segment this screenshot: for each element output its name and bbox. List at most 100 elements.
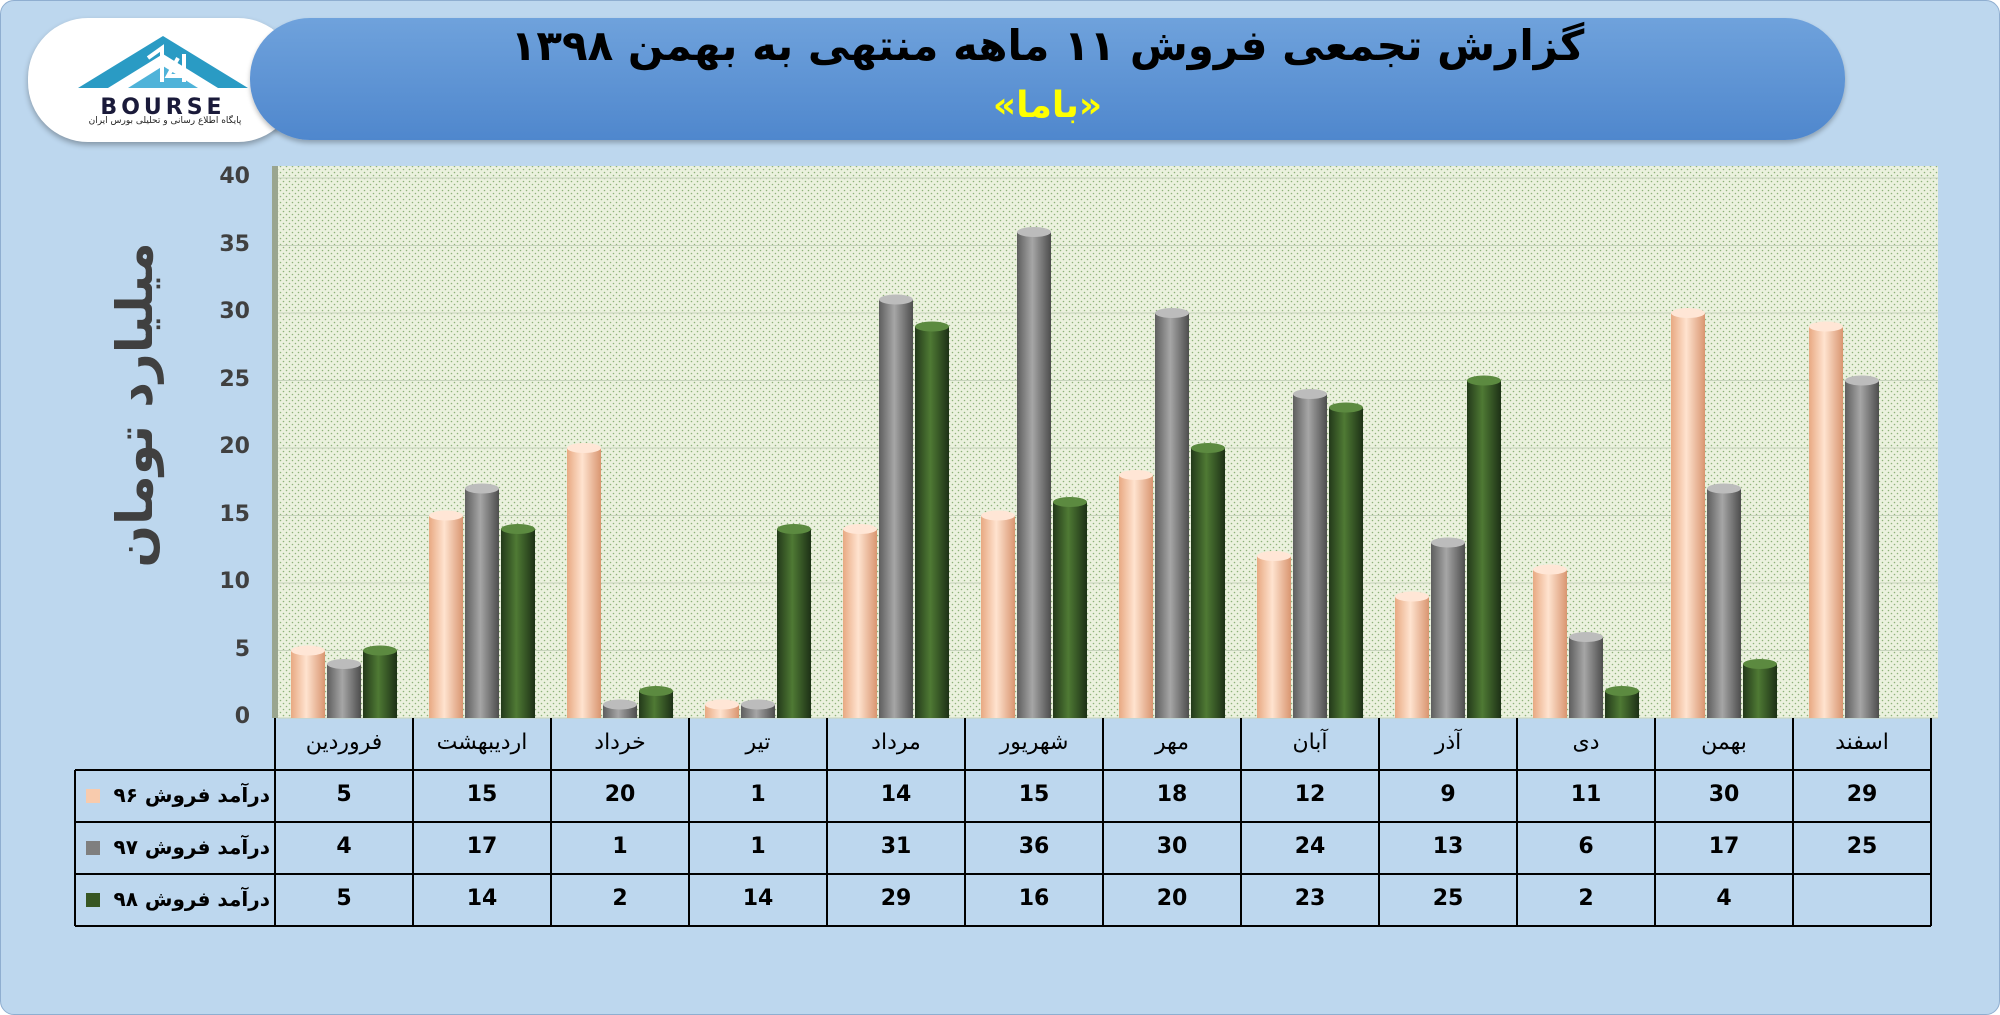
bar-97-2 bbox=[465, 488, 499, 718]
data-cell: 17 bbox=[466, 834, 498, 859]
bar-97-1 bbox=[327, 664, 361, 718]
bar-cap bbox=[501, 524, 535, 534]
bar-98-5 bbox=[915, 326, 949, 718]
data-cell: 2 bbox=[1578, 886, 1594, 911]
data-cell: 31 bbox=[880, 834, 912, 859]
bar-96-5 bbox=[843, 529, 877, 718]
data-cell: 1 bbox=[612, 834, 628, 859]
y-tick-label: 15 bbox=[219, 501, 250, 527]
data-cell: 29 bbox=[1846, 782, 1878, 807]
title-banner bbox=[250, 18, 1845, 140]
bar-98-6 bbox=[1053, 502, 1087, 718]
bar-97-6 bbox=[1017, 232, 1051, 718]
data-cell: 15 bbox=[466, 782, 498, 807]
bar-cap bbox=[465, 483, 499, 494]
bar-96-10 bbox=[1533, 569, 1567, 718]
bar-98-2 bbox=[501, 529, 535, 718]
bar-98-4 bbox=[777, 529, 811, 718]
bar-cap bbox=[1467, 375, 1501, 386]
data-cell: 24 bbox=[1294, 834, 1326, 859]
data-cell: 23 bbox=[1294, 886, 1326, 911]
data-cell: 16 bbox=[1018, 886, 1050, 911]
data-cell: 25 bbox=[1846, 834, 1878, 859]
bar-cap bbox=[1155, 308, 1189, 318]
legend-label: درآمد فروش ۹۶ bbox=[113, 783, 270, 807]
month-label: بهمن bbox=[1701, 730, 1747, 755]
data-cell: 36 bbox=[1018, 834, 1050, 859]
bar-cap bbox=[1809, 321, 1843, 332]
bar-96-7 bbox=[1119, 475, 1153, 718]
bar-cap bbox=[1017, 227, 1051, 237]
bar-96-11 bbox=[1671, 313, 1705, 718]
bar-cap bbox=[1293, 389, 1327, 399]
gridlines bbox=[278, 177, 1938, 719]
logo-wordmark: BOURSE bbox=[100, 95, 225, 120]
data-cell: 30 bbox=[1708, 782, 1740, 807]
y-tick-label: 40 bbox=[219, 164, 250, 189]
bar-cap bbox=[1053, 497, 1087, 507]
month-label: مرداد bbox=[871, 730, 921, 755]
bar-cap bbox=[363, 645, 397, 656]
data-cell: 4 bbox=[336, 834, 352, 859]
month-label: اردیبهشت bbox=[436, 730, 528, 755]
data-cell: 1 bbox=[750, 834, 766, 859]
month-label: تیر bbox=[745, 730, 771, 755]
y-tick-label: 10 bbox=[219, 569, 250, 594]
legend-label: درآمد فروش ۹۸ bbox=[113, 887, 270, 911]
data-cell: 14 bbox=[880, 782, 912, 807]
data-cell: 5 bbox=[336, 886, 352, 911]
data-cell: 12 bbox=[1294, 782, 1326, 807]
bourse-logo: BOURSE پایگاه اطلاع رسانی و تحلیلی بورس … bbox=[28, 18, 298, 142]
y-tick-label: 20 bbox=[219, 434, 250, 459]
chart-title: گزارش تجمعی فروش ۱۱ ماهه منتهی به بهمن ۱… bbox=[510, 21, 1585, 70]
month-label: فروردین bbox=[305, 730, 383, 755]
bar-cap bbox=[1119, 470, 1153, 480]
bar-96-1 bbox=[291, 650, 325, 718]
bar-96-3 bbox=[567, 448, 601, 718]
data-cell: 13 bbox=[1432, 834, 1464, 859]
bar-97-9 bbox=[1431, 542, 1465, 718]
bar-cap bbox=[1329, 402, 1363, 413]
data-cell: 5 bbox=[336, 782, 352, 807]
chart-subtitle: «باما» bbox=[992, 85, 1103, 126]
y-tick-label: 25 bbox=[219, 366, 250, 392]
month-label: مهر bbox=[1154, 730, 1190, 755]
bar-cap bbox=[1743, 659, 1777, 669]
data-cell: 18 bbox=[1156, 782, 1188, 807]
bar-cap bbox=[567, 443, 601, 453]
bar-cap bbox=[1569, 632, 1603, 642]
bar-96-6 bbox=[981, 515, 1015, 718]
bars bbox=[291, 227, 1879, 718]
bar-98-8 bbox=[1329, 407, 1363, 718]
data-cell: 20 bbox=[604, 782, 636, 807]
bar-97-10 bbox=[1569, 637, 1603, 718]
bar-cap bbox=[1533, 564, 1567, 575]
data-cell: 4 bbox=[1716, 886, 1732, 911]
data-table-grid bbox=[74, 718, 1932, 927]
bar-96-2 bbox=[429, 515, 463, 718]
bar-cap bbox=[1845, 375, 1879, 386]
bar-cap bbox=[1257, 551, 1291, 561]
plot-area bbox=[278, 166, 1938, 718]
y-tick-label: 0 bbox=[234, 704, 250, 729]
month-label: آبان bbox=[1292, 730, 1328, 755]
bar-97-7 bbox=[1155, 313, 1189, 718]
bar-98-11 bbox=[1743, 664, 1777, 718]
bar-cap bbox=[777, 524, 811, 534]
legend-swatch bbox=[86, 841, 100, 855]
bar-cap bbox=[291, 645, 325, 656]
legend-swatch bbox=[86, 789, 100, 803]
bar-cap bbox=[981, 510, 1015, 521]
bar-cap bbox=[1191, 443, 1225, 453]
y-tick-label: 35 bbox=[219, 231, 250, 257]
bar-98-1 bbox=[363, 650, 397, 718]
data-cell: 6 bbox=[1578, 834, 1594, 859]
data-cell: 9 bbox=[1440, 782, 1456, 807]
data-cell: 30 bbox=[1156, 834, 1188, 859]
data-cell: 20 bbox=[1156, 886, 1188, 911]
bar-cap bbox=[843, 524, 877, 534]
y-tick-label: 5 bbox=[234, 636, 250, 662]
data-cell: 25 bbox=[1432, 886, 1464, 911]
bar-97-8 bbox=[1293, 394, 1327, 718]
